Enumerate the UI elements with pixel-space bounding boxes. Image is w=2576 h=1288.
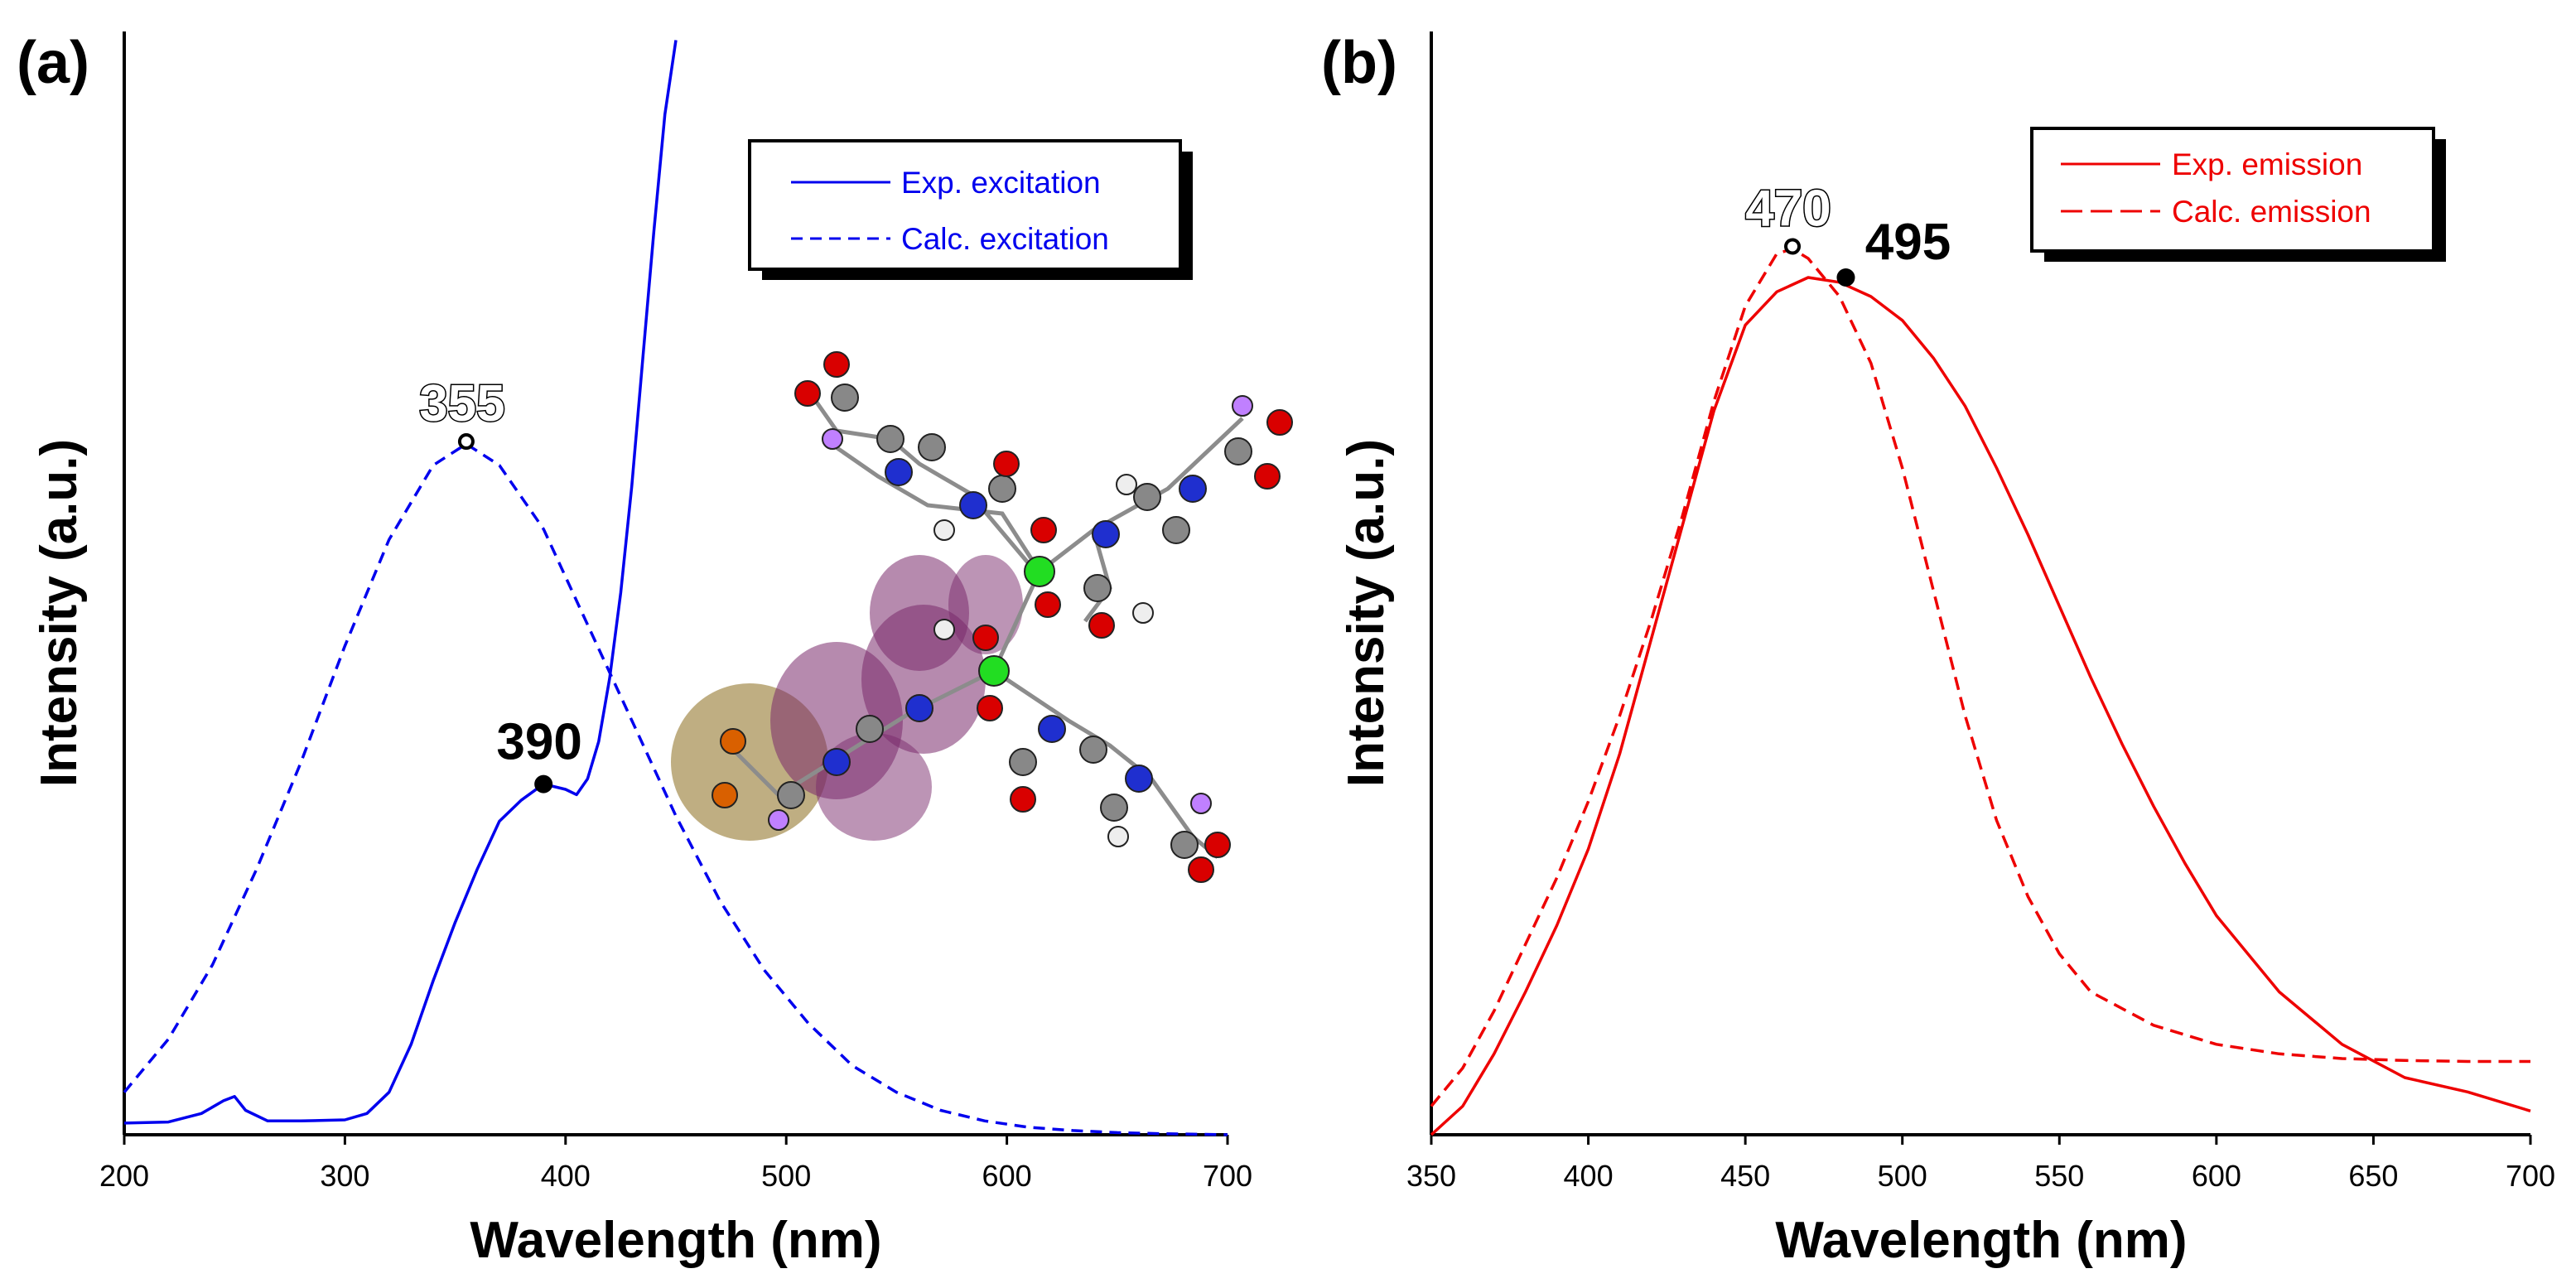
panel-a-peaks: 355 390 [418,374,582,794]
legend-b-calc-label: Calc. emission [2172,195,2371,229]
panel-a-legend: Exp. excitation Calc. excitation [748,139,1193,280]
x-tick-label: 400 [1564,1159,1614,1193]
peak-marker-470 [1784,238,1802,255]
panel-b-legend: Exp. emission Calc. emission [2030,127,2446,262]
x-tick-label: 350 [1406,1159,1456,1193]
x-tick-label: 650 [2348,1159,2398,1193]
x-tick-label: 300 [320,1159,369,1193]
panel-b-y-axis-title: Intensity (a.u.) [1338,439,1395,787]
panel-a-y-axis-title: Intensity (a.u.) [31,439,88,787]
series-line-exp-excitation [123,40,678,1125]
peak-label-470: 470 [1745,181,1831,238]
x-tick-label: 600 [2192,1159,2241,1193]
panel-a-x-ticks: 200 300 400 500 600 700 [99,1135,1252,1193]
panel-a: (a) 200 300 400 500 600 700 Wavelength (nm) I… [17,30,1293,1269]
peak-marker-355 [457,433,475,451]
peak-marker-390 [534,774,553,794]
x-tick-label: 550 [2034,1159,2084,1193]
x-tick-label: 450 [1720,1159,1770,1193]
x-tick-label: 700 [1203,1159,1252,1193]
molecule-orbital-illustration [671,351,1293,883]
x-tick-label: 500 [1878,1159,1927,1193]
panel-b-peaks: 470 495 [1744,179,1951,287]
x-tick-label: 400 [541,1159,591,1193]
legend-a-calc-label: Calc. excitation [901,222,1109,256]
panel-b-x-axis-title: Wavelength (nm) [1775,1212,2187,1269]
series-line-calc-excitation [123,442,1228,1136]
panel-a-x-axis-title: Wavelength (nm) [470,1212,881,1269]
legend-a-exp-label: Exp. excitation [901,166,1101,200]
panel-b-label: (b) [1321,30,1397,96]
panel-a-label: (a) [17,30,89,96]
x-tick-label: 700 [2506,1159,2555,1193]
x-tick-label: 200 [99,1159,149,1193]
x-tick-label: 500 [761,1159,811,1193]
peak-marker-495 [1836,268,1855,287]
panel-b-series [1430,247,2531,1136]
x-tick-label: 600 [982,1159,1032,1193]
panel-b: (b) 350 400 450 500 550 600 650 700 Wavelength … [1321,30,2555,1269]
series-line-exp-emission [1430,276,2531,1136]
panel-a-series [123,40,1228,1136]
peak-label-495: 495 [1865,214,1951,271]
legend-b-exp-label: Exp. emission [2172,147,2362,181]
peak-label-355: 355 [419,375,504,432]
panel-b-x-ticks: 350 400 450 500 550 600 650 700 [1406,1135,2555,1193]
peak-label-390: 390 [496,714,581,771]
series-line-calc-emission [1430,247,2530,1107]
